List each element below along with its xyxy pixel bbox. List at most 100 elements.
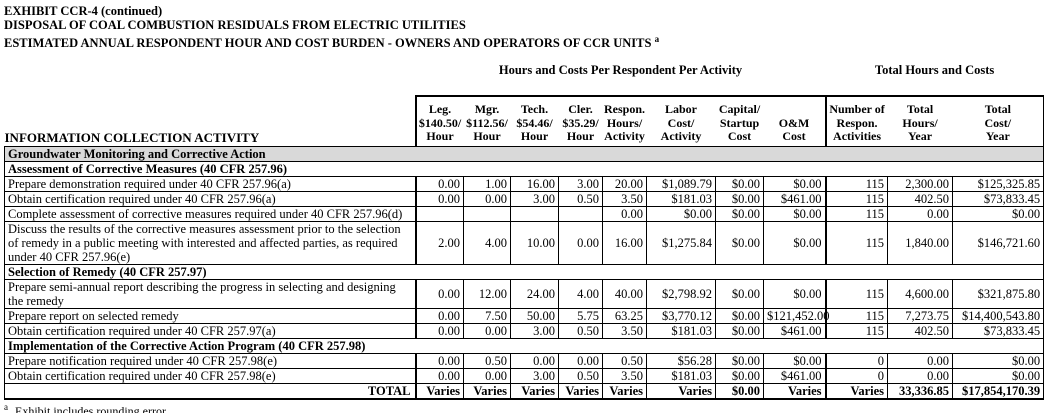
- value-cell-leg-rate: 2.00: [414, 220, 464, 265]
- value-cell-total-cost: $146,721.60: [952, 220, 1045, 265]
- value-cell-mgr-rate: 7.50: [463, 307, 511, 324]
- value-cell-total-hours: 0.00: [887, 205, 954, 222]
- value-cell-capital-startup: $0.00: [715, 205, 764, 222]
- value-cell-om-cost: $0.00: [762, 352, 827, 369]
- value-cell-tech-rate: [510, 205, 559, 222]
- value-cell-mgr-rate: 0.00: [463, 190, 511, 207]
- value-cell-leg-rate: 0.00: [414, 307, 464, 324]
- value-cell-total-hours: 1,840.00: [887, 220, 954, 265]
- value-cell-leg-rate: 0.00: [414, 190, 464, 207]
- value-cell-capital-startup: $0.00: [715, 190, 764, 207]
- value-cell-cler-rate: 0.50: [558, 190, 603, 207]
- value-cell-mgr-rate: 12.00: [463, 278, 511, 309]
- value-cell-om-cost: $0.00: [762, 175, 827, 192]
- footnote: a Exhibit includes rounding error.: [4, 402, 1047, 413]
- value-cell-respon-hours: 3.50: [602, 367, 647, 384]
- section-header-row: Implementation of the Corrective Action …: [3, 337, 1045, 354]
- value-cell-labor-cost: $56.28: [646, 352, 716, 369]
- column-header-capital-startup: Capital/Startup Cost: [715, 95, 764, 147]
- value-cell-respon-hours: 0.50: [602, 352, 647, 369]
- activity-label: Prepare report on selected remedy: [4, 307, 416, 324]
- section-header-label: Selection of Remedy (40 CFR 257.97): [3, 263, 1045, 280]
- exhibit-title: EXHIBIT CCR-4 (continued): [4, 4, 163, 18]
- group-header-row: Hours and Costs Per Respondent Per Activ…: [5, 63, 1044, 96]
- value-cell-om-cost: $0.00: [762, 220, 827, 265]
- value-cell-total-cost: $0.00: [952, 367, 1045, 384]
- value-cell-capital-startup: $0.00: [715, 220, 764, 265]
- value-cell-cler-rate: [558, 205, 603, 222]
- document-title-block: EXHIBIT CCR-4 (continued) DISPOSAL OF CO…: [4, 4, 1047, 50]
- value-cell-capital-startup: $0.00: [715, 175, 764, 192]
- value-cell-om-cost: $461.00: [762, 322, 827, 339]
- value-cell-total-cost: $321,875.80: [952, 278, 1045, 309]
- value-cell-total-hours: 402.50: [887, 190, 954, 207]
- section-header-row: Groundwater Monitoring and Corrective Ac…: [3, 145, 1045, 162]
- value-cell-tech-rate: 16.00: [510, 175, 559, 192]
- table-row: Obtain certification required under 40 C…: [4, 367, 1045, 384]
- value-cell-cler-rate: 5.75: [558, 307, 603, 324]
- value-cell-labor-cost: $2,798.92: [646, 278, 716, 309]
- footnote-text: Exhibit includes rounding error.: [15, 403, 169, 413]
- value-cell-om-cost: $0.00: [762, 205, 827, 222]
- value-cell-cler-rate: 0.50: [558, 322, 603, 339]
- value-cell-mgr-rate: [463, 205, 511, 222]
- column-header-total-hours: Total Hours/Year: [887, 95, 953, 147]
- burden-table: Hours and Costs Per Respondent Per Activ…: [3, 63, 1045, 400]
- table-row: Complete assessment of corrective measur…: [4, 205, 1045, 222]
- value-cell-capital-startup: $0.00: [715, 278, 764, 309]
- value-cell-cler-rate: 0.00: [558, 352, 603, 369]
- value-cell-respon-hours: 16.00: [602, 220, 647, 265]
- value-cell-total-cost: $125,325.85: [952, 175, 1045, 192]
- value-cell-total-hours: 4,600.00: [887, 278, 954, 309]
- value-cell-total-hours: 7,273.75: [887, 307, 954, 324]
- footnote-reference-mark: a: [654, 34, 660, 44]
- table-row: Obtain certification required under 40 C…: [4, 190, 1045, 207]
- column-header-total-cost: Total Cost/Year: [952, 95, 1045, 147]
- value-cell-total-hours: 33,336.85: [887, 382, 954, 400]
- value-cell-labor-cost: $0.00: [646, 205, 716, 222]
- value-cell-total-hours: 0.00: [887, 367, 954, 384]
- value-cell-leg-rate: 0.00: [414, 278, 464, 309]
- value-cell-cler-rate: 4.00: [558, 278, 603, 309]
- section-header-row: Assessment of Corrective Measures (40 CF…: [3, 160, 1045, 177]
- value-cell-tech-rate: 3.00: [510, 190, 559, 207]
- value-cell-respon-hours: 0.00: [602, 205, 647, 222]
- value-cell-num-activities: 0: [824, 352, 889, 369]
- value-cell-tech-rate: 0.00: [510, 352, 559, 369]
- value-cell-respon-hours: 3.50: [602, 322, 647, 339]
- value-cell-om-cost: $461.00: [762, 367, 827, 384]
- activity-label: Complete assessment of corrective measur…: [4, 205, 416, 222]
- value-cell-mgr-rate: 1.00: [463, 175, 511, 192]
- value-cell-total-cost: $0.00: [952, 352, 1045, 369]
- value-cell-tech-rate: 50.00: [510, 307, 559, 324]
- value-cell-num-activities: 115: [824, 278, 889, 309]
- value-cell-tech-rate: 3.00: [510, 367, 559, 384]
- value-cell-leg-rate: 0.00: [414, 367, 464, 384]
- value-cell-total-cost: $73,833.45: [952, 190, 1045, 207]
- value-cell-num-activities: 115: [824, 307, 889, 324]
- table-row: Obtain certification required under 40 C…: [4, 322, 1045, 339]
- value-cell-mgr-rate: 0.00: [463, 322, 511, 339]
- table-body: Groundwater Monitoring and Corrective Ac…: [3, 145, 1045, 400]
- value-cell-cler-rate: 0.00: [558, 220, 603, 265]
- activity-label: Prepare notification required under 40 C…: [4, 352, 416, 369]
- table-row: Prepare report on selected remedy 0.00 7.5…: [4, 307, 1045, 324]
- value-cell-tech-rate: Varies: [510, 382, 559, 400]
- section-header-row: Selection of Remedy (40 CFR 257.97): [3, 263, 1045, 280]
- table-row: Prepare notification required under 40 C…: [4, 352, 1045, 369]
- value-cell-total-cost: $17,854,170.39: [952, 382, 1045, 400]
- group-title-per-respondent: Hours and Costs Per Respondent Per Activ…: [498, 63, 743, 78]
- value-cell-labor-cost: $181.03: [646, 322, 716, 339]
- total-row-label: TOTAL: [4, 382, 416, 400]
- document-subject: DISPOSAL OF COAL COMBUSTION RESIDUALS FR…: [4, 18, 466, 32]
- value-cell-leg-rate: Varies: [414, 382, 464, 400]
- column-header-cler-rate: Cler. $35.29/Hour: [558, 95, 603, 147]
- value-cell-capital-startup: $0.00: [715, 322, 764, 339]
- value-cell-num-activities: 115: [824, 220, 889, 265]
- value-cell-cler-rate: 0.50: [558, 367, 603, 384]
- value-cell-labor-cost: Varies: [646, 382, 716, 400]
- value-cell-total-hours: 402.50: [887, 322, 954, 339]
- table-head: Hours and Costs Per Respondent Per Activ…: [5, 63, 1045, 147]
- column-header-row: INFORMATION COLLECTION ACTIVITY Leg. $140.…: [5, 95, 1045, 147]
- value-cell-labor-cost: $1,089.79: [646, 175, 716, 192]
